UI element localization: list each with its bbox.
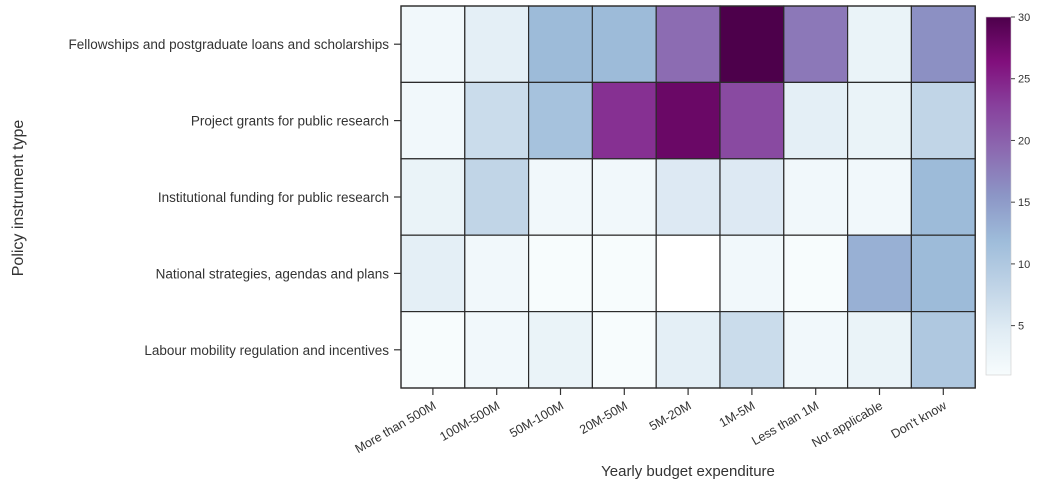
colorbar-tick-label: 20 (1018, 135, 1030, 147)
heatmap-cell (655, 5, 721, 84)
heatmap-cell (464, 234, 530, 313)
heatmap-cell (910, 158, 976, 236)
heatmap-cell (464, 81, 530, 160)
heatmap-cell (464, 311, 530, 389)
heatmap-cell (464, 5, 530, 84)
heatmap-cell (655, 81, 721, 160)
x-tick-label: 1M-5M (717, 398, 758, 430)
colorbar-tick-label: 15 (1018, 197, 1030, 209)
colorbar-tick-label: 25 (1018, 74, 1030, 86)
heatmap-cell (719, 234, 785, 313)
heatmap-cell (400, 5, 466, 84)
colorbar-tick-label: 5 (1018, 321, 1024, 333)
colorbar: 5 10 15 20 25 30 (985, 12, 1030, 376)
y-tick-label: Institutional funding for public researc… (158, 190, 389, 205)
heatmap-cell (910, 81, 976, 160)
heatmap-cell (591, 311, 657, 389)
heatmap-cell (846, 158, 912, 236)
heatmap-cell (655, 158, 721, 236)
heatmap-cell (846, 311, 912, 389)
heatmap-cell (591, 158, 657, 236)
heatmap-cell (527, 311, 593, 389)
heatmap-cell (783, 158, 849, 236)
heatmap-cell (910, 234, 976, 313)
heatmap-cell (783, 234, 849, 313)
heatmap-cell (400, 158, 466, 236)
heatmap-cell (846, 5, 912, 84)
colorbar-tick-label: 30 (1018, 12, 1030, 24)
x-axis-title: Yearly budget expenditure (601, 463, 775, 480)
heatmap-cell (527, 5, 593, 84)
colorbar-tick-label: 10 (1018, 259, 1030, 271)
x-tick-label: More than 500M (353, 398, 439, 456)
heatmap-cell (910, 311, 976, 389)
x-tick-label: Not applicable (809, 398, 885, 450)
heatmap-cell (719, 158, 785, 236)
heatmap-cell (400, 81, 466, 160)
heatmap-cell (655, 311, 721, 389)
y-tick-label: National strategies, agendas and plans (156, 266, 390, 281)
x-axis-ticks: More than 500M 100M-500M 50M-100M 20M-50M 5M… (353, 388, 950, 456)
heatmap-cell (783, 81, 849, 160)
heatmap-cell (400, 234, 466, 313)
heatmap-cell (910, 5, 976, 84)
y-axis-title: Policy instrument type (10, 120, 27, 277)
x-tick-label: Don't know (889, 398, 950, 441)
heatmap-cell (527, 158, 593, 236)
x-tick-label: 100M-500M (437, 398, 502, 443)
y-axis-ticks: Fellowships and postgraduate loans and s… (69, 37, 401, 358)
heatmap-cell (655, 234, 721, 313)
x-tick-label: 20M-50M (577, 398, 630, 437)
colorbar-gradient (985, 16, 1012, 376)
heatmap-cell (846, 234, 912, 313)
heatmap-cell (783, 5, 849, 84)
y-tick-label: Project grants for public research (191, 114, 389, 129)
heatmap-cell (846, 81, 912, 160)
y-tick-label: Labour mobility regulation and incentive… (144, 343, 389, 358)
heatmap-cell (464, 158, 530, 236)
heatmap-cell (719, 5, 785, 84)
heatmap-cell (783, 311, 849, 389)
heatmap-cell (719, 311, 785, 389)
heatmap-cell (527, 234, 593, 313)
x-tick-label: 50M-100M (507, 398, 566, 440)
heatmap-cells (400, 5, 976, 389)
heatmap-cell (591, 5, 657, 84)
x-tick-label: 5M-20M (647, 398, 694, 433)
heatmap-cell (591, 81, 657, 160)
heatmap-cell (591, 234, 657, 313)
heatmap-cell (400, 311, 466, 389)
heatmap-cell (527, 81, 593, 160)
heatmap-cell (719, 81, 785, 160)
y-tick-label: Fellowships and postgraduate loans and s… (69, 37, 390, 52)
